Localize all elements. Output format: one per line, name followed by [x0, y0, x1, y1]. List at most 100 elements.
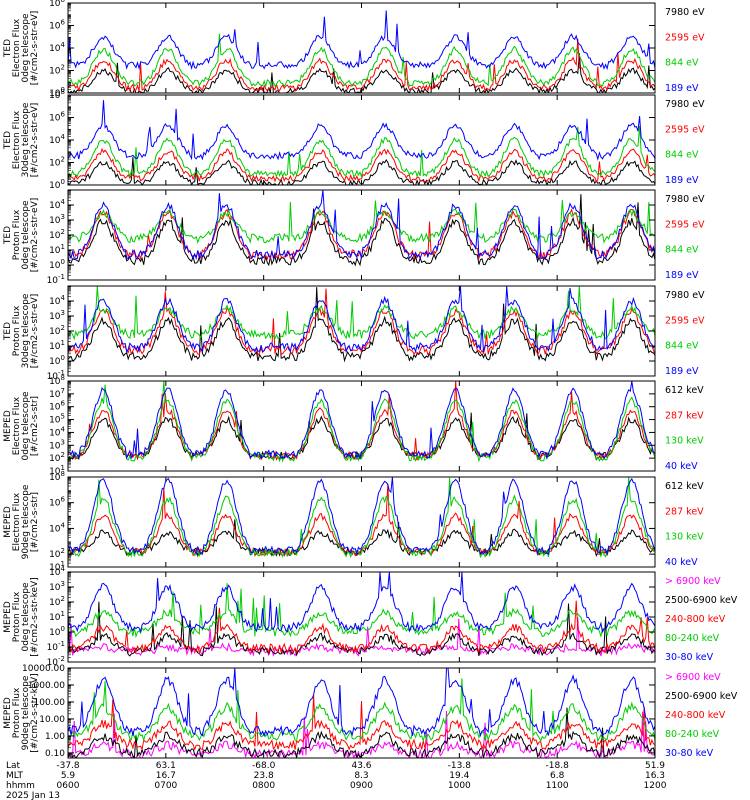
y-axis-label-line: 0deg telescope — [21, 200, 31, 270]
series-line-130-kev — [68, 477, 655, 559]
y-tick-label: 10-1 — [47, 273, 65, 286]
series-line-844-ev — [68, 33, 655, 89]
y-tick-label: 106 — [49, 111, 65, 124]
y-tick-label: 10-2 — [47, 655, 65, 668]
legend-entry: 2595 eV — [665, 219, 705, 230]
y-axis-label-line: [#/cm2-s-str] — [30, 492, 40, 552]
y-tick-label: 102 — [49, 64, 65, 77]
legend-entry: 2595 eV — [665, 315, 705, 326]
legend-entry: 80-240 keV — [665, 633, 720, 644]
y-tick-label: 106 — [49, 400, 65, 413]
series-line-40-kev — [68, 477, 655, 556]
panel-3: 10-1 100 101 102 103 104 TED Proton Flux 0deg te… — [3, 189, 705, 286]
y-tick-label: 10-1 — [47, 369, 65, 382]
y-axis-label-line: [#/cm2-s-str] — [30, 396, 40, 456]
x-tick-mlt: 5.9 — [61, 771, 76, 781]
y-axis-label-line: Electron Flux — [12, 492, 22, 551]
y-tick-label: 10000.00 — [22, 664, 65, 674]
y-tick-label: 0.10 — [45, 749, 65, 759]
series-line-30-80-kev — [68, 668, 655, 738]
legend-entry: 844 eV — [665, 341, 699, 352]
x-tick-hhmm: 1000 — [448, 781, 471, 791]
y-tick-label: 100 — [49, 258, 65, 271]
y-axis-label-line: Proton Flux — [12, 687, 22, 738]
series-group — [68, 286, 655, 363]
x-row-label: hhmm — [6, 781, 35, 791]
y-tick-label: 102 — [49, 228, 65, 241]
y-axis-label-line: 90deg telescope — [21, 675, 31, 750]
y-tick-label: 104 — [49, 41, 65, 54]
legend-entry: 287 keV — [665, 410, 704, 421]
y-axis-label-line: 0deg telescope — [21, 582, 31, 652]
y-axis-label-line: Electron Flux — [12, 396, 22, 455]
y-axis-label-line: Proton Flux — [12, 209, 22, 260]
y-tick-label: 101 — [49, 243, 65, 256]
y-tick-label: 108 — [49, 88, 65, 101]
y-axis-label-line: [#/cm2-s-str-eV] — [30, 103, 40, 178]
y-axis-label-line: [#/cm2-s-str-keV] — [30, 577, 40, 656]
legend-entry: 130 keV — [665, 436, 704, 447]
legend-entry: 80-240 keV — [665, 729, 720, 740]
legend-entry: 189 eV — [665, 83, 699, 94]
y-tick-label: 101 — [49, 560, 65, 573]
y-tick-label: 104 — [49, 425, 65, 438]
legend-entry: 612 keV — [665, 385, 704, 396]
x-tick-mlt: 23.8 — [254, 771, 274, 781]
y-axis-label-line: Proton Flux — [12, 591, 22, 642]
y-tick-label: 100.00 — [34, 698, 66, 708]
panel-1: 100 102 104 106 108 TED Electron Flux 0deg tele… — [3, 0, 705, 99]
series-line-189-ev — [68, 286, 655, 354]
y-tick-label: 100 — [49, 354, 65, 367]
legend-entry: 40 keV — [665, 461, 698, 472]
series-line-189-ev — [68, 100, 655, 161]
y-tick-label: 101 — [49, 339, 65, 352]
y-tick-label: 104 — [49, 521, 65, 534]
y-axis-label-line: TED — [3, 226, 13, 245]
y-tick-label: 10-1 — [47, 640, 65, 653]
y-tick-label: 105 — [49, 413, 65, 426]
x-tick-mlt: 8.3 — [354, 771, 368, 781]
y-tick-label: 108 — [49, 0, 65, 9]
y-tick-label: 103 — [49, 438, 65, 451]
y-tick-label: 104 — [49, 294, 65, 307]
x-tick-lat: 51.9 — [645, 761, 665, 771]
y-axis-label-line: TED — [3, 39, 13, 58]
y-tick-label: 102 — [49, 595, 65, 608]
x-row-label: Lat — [6, 761, 21, 771]
y-tick-label: 104 — [49, 133, 65, 146]
legend-entry: 7980 eV — [665, 194, 705, 205]
x-tick-hhmm: 0800 — [252, 781, 275, 791]
series-line-80-240-kev — [68, 583, 655, 639]
y-tick-label: 102 — [49, 324, 65, 337]
series-line-189-ev — [68, 10, 655, 71]
legend-entry: 2500-6900 keV — [665, 691, 738, 702]
y-axis-label-line: [#/cm2-s-str-keV] — [30, 673, 40, 752]
y-axis-label-line: MEPED — [3, 506, 13, 538]
y-axis-label-line: Proton Flux — [12, 305, 22, 356]
panel-4: 10-1 100 101 102 103 104 TED Proton Flux 30deg t… — [3, 285, 705, 382]
series-group — [68, 572, 655, 657]
legend-entry: 189 eV — [665, 175, 699, 186]
y-axis-label-line: MEPED — [3, 410, 13, 442]
y-tick-label: 1000.00 — [28, 681, 65, 691]
y-axis-label-line: 30deg telescope — [21, 293, 31, 368]
y-axis-label-line: [#/cm2-s-str-eV] — [30, 11, 40, 86]
y-tick-label: 100 — [49, 86, 65, 99]
legend-entry: 130 keV — [665, 532, 704, 543]
x-tick-lat: -68.0 — [252, 761, 276, 771]
y-axis-label-line: Electron Flux — [12, 18, 22, 77]
x-tick-lat: -18.8 — [546, 761, 570, 771]
legend-entry: 844 eV — [665, 150, 699, 161]
y-axis-label-line: MEPED — [3, 601, 13, 633]
panel-7: 10-2 10-1 100 101 102 103 104 MEPED Proton Flux 0… — [3, 565, 738, 668]
x-tick-lat: 63.1 — [156, 761, 176, 771]
series-line-130-kev — [68, 381, 655, 463]
series-line-844-ev — [68, 200, 655, 245]
y-axis-label-line: 0deg telescope — [21, 391, 31, 461]
legend-entry: 7980 eV — [665, 290, 705, 301]
legend-entry: 612 keV — [665, 481, 704, 492]
